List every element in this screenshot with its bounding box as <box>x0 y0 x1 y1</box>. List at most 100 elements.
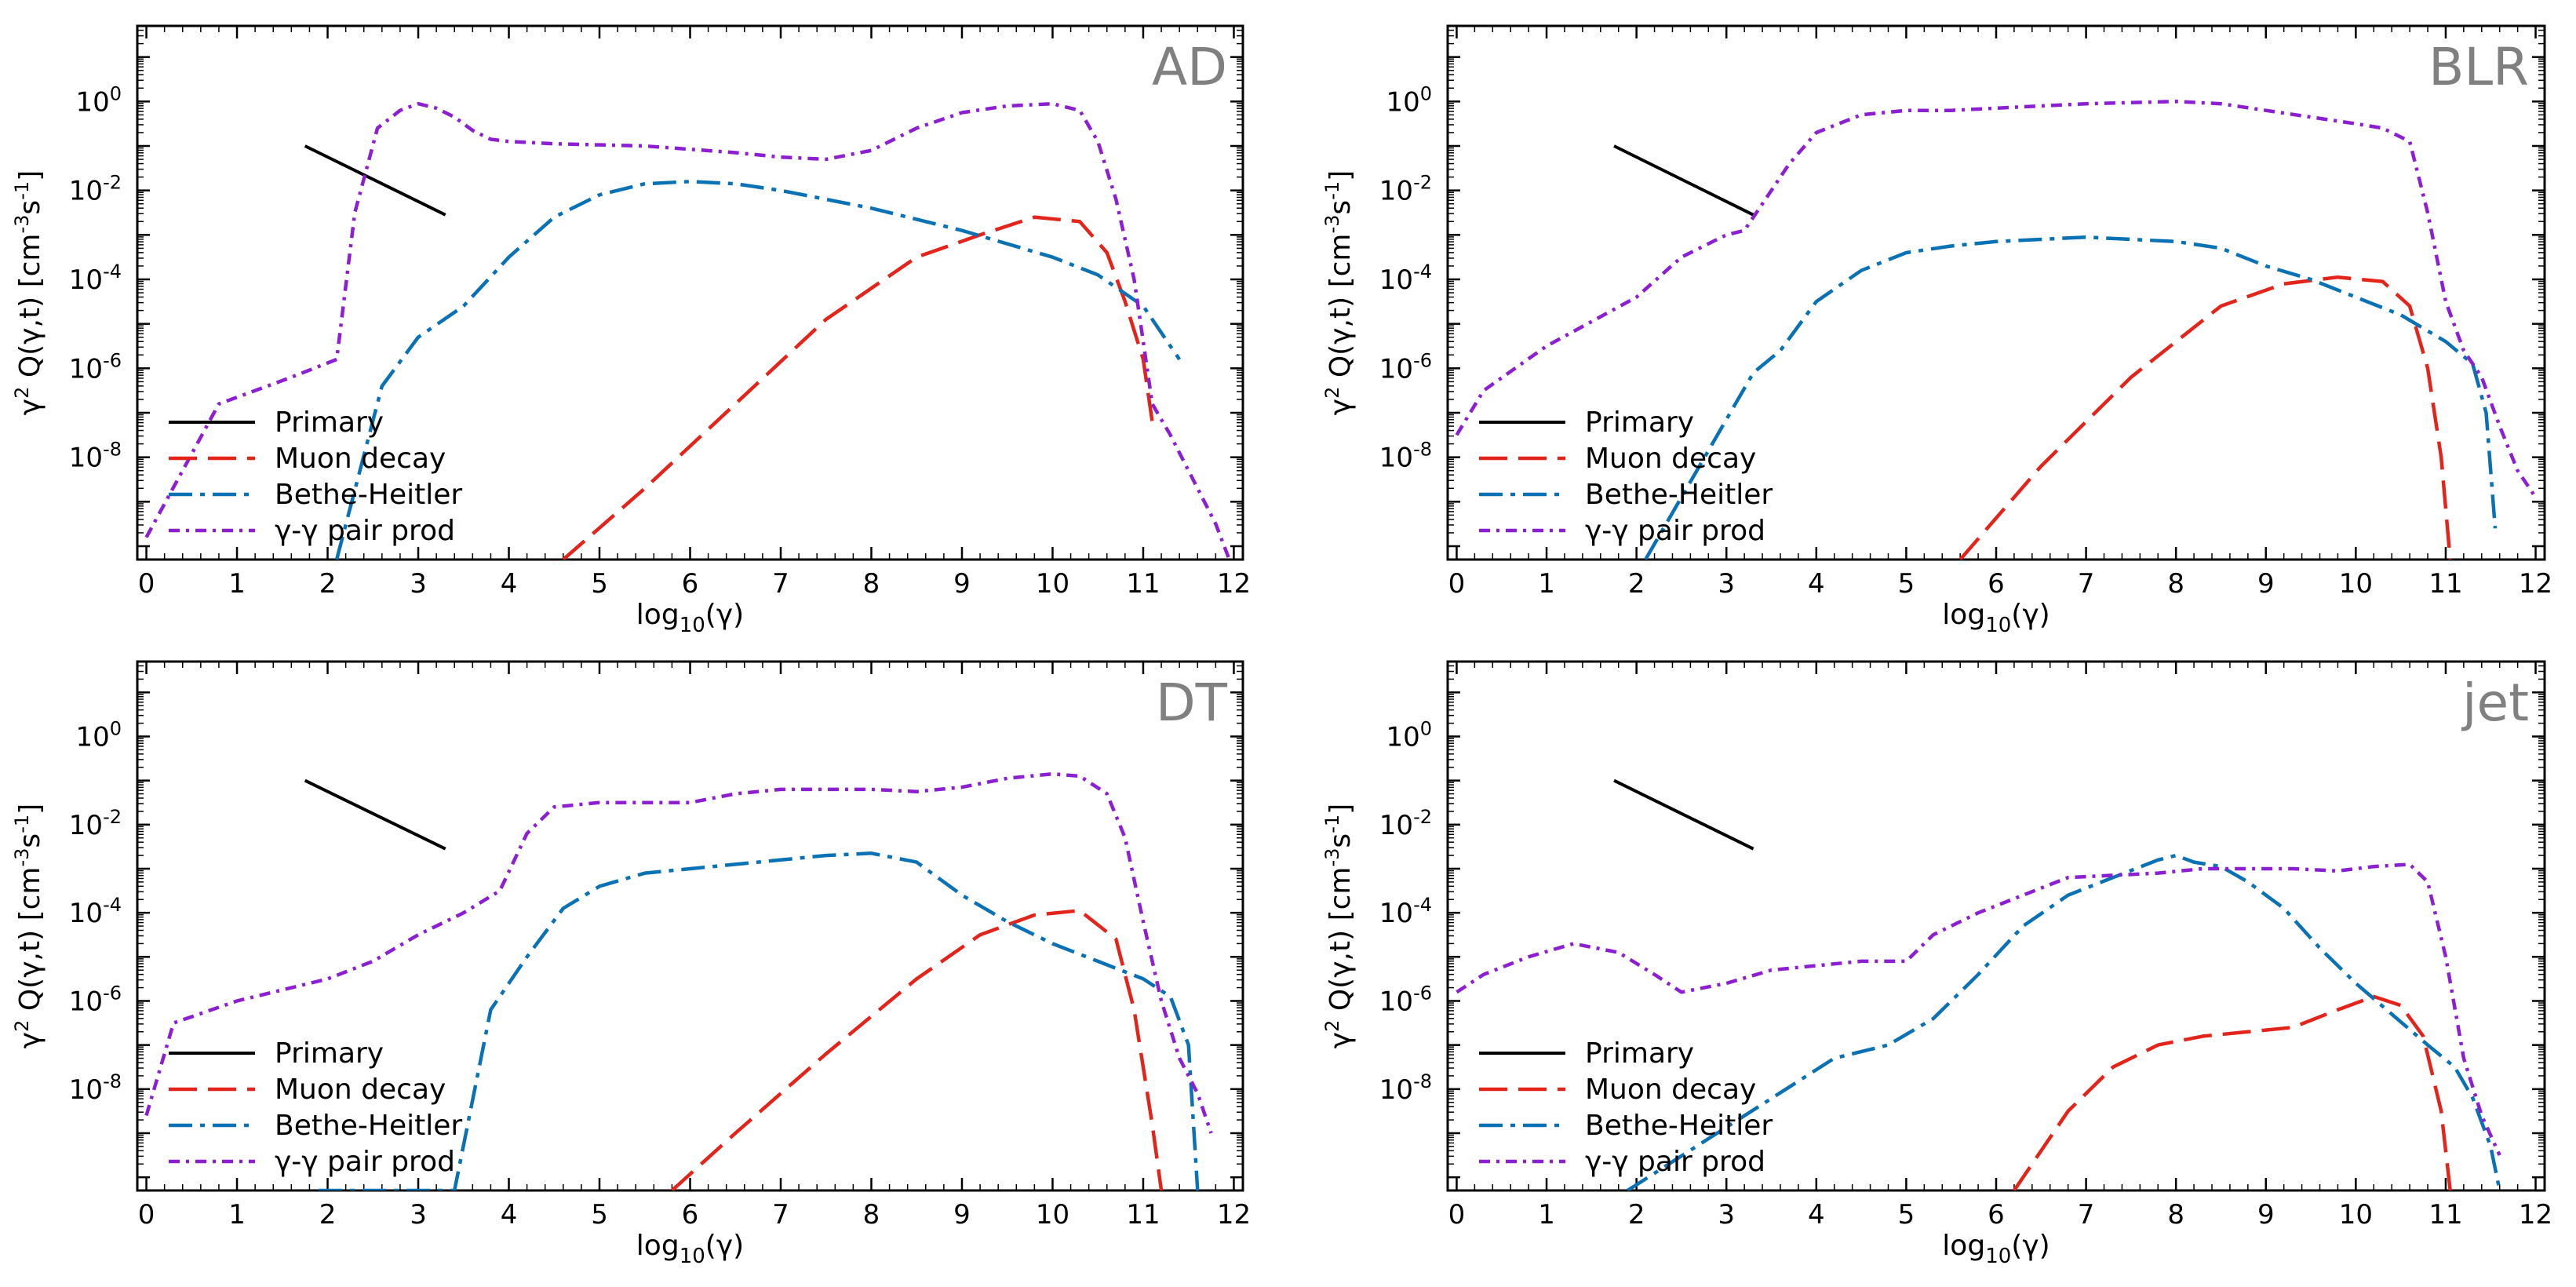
y-axis-label: γ2 Q(γ,t) [cm-3s-1] <box>11 804 46 1048</box>
plot-area <box>1455 100 2538 560</box>
legend-label: γ-γ pair prod <box>275 1146 455 1178</box>
series--pair-prod <box>1455 100 2538 498</box>
x-tick-label: 9 <box>953 568 971 600</box>
x-tick-label: 5 <box>591 568 608 600</box>
x-tick-label: 4 <box>1808 568 1825 600</box>
x-tick-label: 7 <box>772 1199 789 1230</box>
x-tick-label: 11 <box>1126 1199 1160 1230</box>
x-tick-label: 3 <box>410 1199 427 1230</box>
legend-label: Primary <box>275 1037 384 1070</box>
legend-label: Muon decay <box>275 443 446 475</box>
series--pair-prod <box>144 771 1213 1134</box>
y-tick-label: 100 <box>75 82 122 118</box>
legend-label: Muon decay <box>1585 443 1756 475</box>
legend-label: Bethe-Heitler <box>275 479 462 511</box>
series-bethe-heitler <box>1644 235 2498 560</box>
x-tick-label: 1 <box>1538 568 1555 600</box>
x-tick-label: 9 <box>2257 568 2275 600</box>
plot-area <box>144 771 1213 1190</box>
panel-jet: 0 1 2 3 4 5 6 7 8 9 10 11 1210010-210-410-610-8log10… <box>1321 660 2552 1268</box>
series-bethe-heitler <box>1626 853 2501 1190</box>
x-tick-label: 7 <box>772 568 789 600</box>
x-tick-label: 4 <box>501 568 518 600</box>
y-axis-label: γ2 Q(γ,t) [cm-3s-1] <box>11 170 46 415</box>
x-tick-label: 0 <box>138 1199 155 1230</box>
legend-label: Primary <box>1585 1037 1694 1070</box>
series-primary <box>1613 778 1754 851</box>
x-tick-label: 0 <box>1448 568 1466 600</box>
y-tick-label: 100 <box>75 717 122 753</box>
x-tick-label: 0 <box>138 568 155 600</box>
x-tick-label: 1 <box>1538 1199 1555 1230</box>
series-muon-decay <box>670 909 1164 1190</box>
y-tick-label: 10-6 <box>69 349 122 385</box>
x-tick-label: 4 <box>501 1199 518 1230</box>
y-tick-label: 10-8 <box>69 439 122 474</box>
y-tick-label: 10-2 <box>69 806 122 841</box>
y-tick-label: 10-6 <box>69 982 122 1017</box>
y-tick-label: 10-6 <box>1379 982 1432 1017</box>
x-tick-label: 1 <box>228 1199 246 1230</box>
panel-title: jet <box>2461 673 2529 733</box>
y-tick-label: 10-2 <box>1379 806 1432 841</box>
x-tick-label: 10 <box>2339 1199 2373 1230</box>
legend-label: Primary <box>1585 407 1694 439</box>
y-tick-label: 10-2 <box>69 172 122 207</box>
y-tick-label: 10-8 <box>1379 439 1432 474</box>
x-tick-label: 6 <box>682 568 699 600</box>
series-primary <box>1613 144 1754 217</box>
series-muon-decay <box>1958 275 2452 560</box>
x-tick-label: 2 <box>319 568 337 600</box>
x-tick-label: 9 <box>953 1199 971 1230</box>
x-tick-label: 10 <box>1036 568 1069 600</box>
panel-blr: 0 1 2 3 4 5 6 7 8 9 10 11 1210010-210-410-610-8log10… <box>1321 24 2552 637</box>
legend-label: γ-γ pair prod <box>275 515 455 547</box>
legend-label: γ-γ pair prod <box>1585 515 1765 547</box>
x-tick-label: 6 <box>1988 1199 2005 1230</box>
y-axis-label: γ2 Q(γ,t) [cm-3s-1] <box>1321 170 1357 415</box>
panel-dt: 0 1 2 3 4 5 6 7 8 9 10 11 1210010-210-410-610-8log10… <box>11 660 1251 1268</box>
x-tick-label: 2 <box>1628 1199 1645 1230</box>
legend-label: γ-γ pair prod <box>1585 1146 1765 1178</box>
x-axis-label: log10(γ) <box>636 1230 744 1268</box>
legend-label: Muon decay <box>275 1074 446 1106</box>
x-tick-label: 7 <box>2078 1199 2095 1230</box>
series-muon-decay <box>2013 994 2452 1190</box>
x-tick-label: 8 <box>863 568 880 600</box>
panel-ad: 0 1 2 3 4 5 6 7 8 9 10 11 1210010-210-410-610-8log10… <box>11 24 1251 637</box>
y-tick-label: 10-4 <box>1379 894 1432 929</box>
x-tick-label: 0 <box>1448 1199 1466 1230</box>
panel-title: DT <box>1156 673 1228 733</box>
x-tick-label: 11 <box>2428 568 2462 600</box>
y-tick-label: 100 <box>1386 82 1432 118</box>
series-muon-decay <box>562 215 1154 560</box>
x-tick-label: 11 <box>1126 568 1160 600</box>
x-tick-label: 12 <box>1217 568 1251 600</box>
y-tick-label: 100 <box>1386 717 1432 753</box>
legend-label: Muon decay <box>1585 1074 1756 1106</box>
legend-label: Bethe-Heitler <box>1585 479 1773 511</box>
x-tick-label: 5 <box>1898 568 1915 600</box>
x-tick-label: 4 <box>1808 1199 1825 1230</box>
x-tick-label: 7 <box>2078 568 2095 600</box>
x-tick-label: 6 <box>1988 568 2005 600</box>
x-tick-label: 12 <box>2519 568 2552 600</box>
x-tick-label: 8 <box>2167 568 2184 600</box>
x-tick-label: 2 <box>319 1199 337 1230</box>
x-axis-label: log10(γ) <box>1942 1230 2050 1268</box>
y-axis-label: γ2 Q(γ,t) [cm-3s-1] <box>1321 804 1357 1048</box>
series-bethe-heitler <box>334 180 1182 560</box>
legend-label: Bethe-Heitler <box>1585 1110 1773 1142</box>
x-tick-label: 2 <box>1628 568 1645 600</box>
x-tick-label: 12 <box>2519 1199 2552 1230</box>
x-tick-label: 5 <box>1898 1199 1915 1230</box>
x-tick-label: 3 <box>1718 1199 1735 1230</box>
panel-title: BLR <box>2428 37 2529 97</box>
x-tick-label: 3 <box>1718 568 1735 600</box>
y-tick-label: 10-8 <box>1379 1070 1432 1106</box>
x-tick-label: 8 <box>863 1199 880 1230</box>
x-tick-label: 5 <box>591 1199 608 1230</box>
y-tick-label: 10-8 <box>69 1070 122 1106</box>
x-tick-label: 10 <box>2339 568 2373 600</box>
